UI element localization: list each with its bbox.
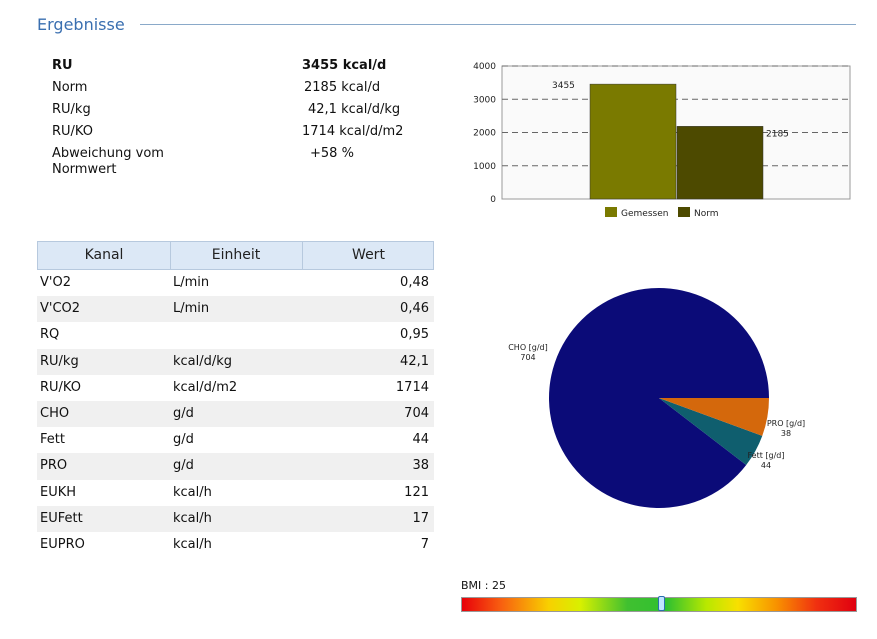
summary-value: +58 %	[310, 146, 354, 161]
cell-einheit: kcal/h	[173, 484, 212, 500]
section-divider	[140, 24, 856, 25]
cell-wert: 0,95	[400, 327, 429, 343]
slice-label: PRO [g/d]	[767, 419, 805, 428]
summary-value: 2185 kcal/d	[304, 80, 381, 95]
cell-wert: 0,46	[400, 301, 429, 317]
cell-einheit: g/d	[173, 432, 194, 448]
cell-kanal: CHO	[40, 405, 70, 421]
table-header: Kanal Einheit Wert	[37, 241, 434, 270]
pie-slice	[549, 287, 769, 508]
table-row: RQ 0,95	[37, 322, 434, 348]
column-header-wert: Wert	[352, 247, 385, 263]
cell-wert: 704	[404, 405, 429, 421]
cell-kanal: V'O2	[40, 275, 71, 290]
summary-label: RU/kg	[52, 102, 91, 117]
y-tick-label: 3000	[473, 95, 496, 105]
slice-value: 38	[781, 429, 791, 438]
y-tick-label: 0	[490, 195, 496, 205]
cell-kanal: EUFett	[40, 510, 83, 526]
cell-einheit: kcal/h	[173, 510, 212, 526]
bar-gemessen	[589, 83, 677, 200]
cell-wert: 7	[420, 536, 429, 552]
cell-kanal: Fett	[40, 432, 65, 448]
results-table: Kanal Einheit Wert V'O2 L/min 0,48 V'CO2 L/m…	[37, 241, 434, 558]
summary-value: 42,1 kcal/d/kg	[308, 102, 401, 117]
legend-label: Gemessen	[621, 209, 668, 219]
table-row: PRO g/d 38	[37, 453, 434, 480]
table-row: Fett g/d 44	[37, 427, 434, 453]
bar-chart: 0 1000 2000 3000 4000 3455 2185 Gemessen Norm	[473, 62, 851, 219]
table-row: V'O2 L/min 0,48	[37, 270, 434, 296]
cell-wert: 38	[412, 458, 429, 474]
bmi-label: BMI : 25	[461, 579, 506, 592]
pie-slice	[659, 398, 763, 466]
table-row: EUKH kcal/h 121	[37, 480, 434, 506]
y-tick-label: 2000	[473, 129, 496, 139]
cell-einheit: kcal/d/kg	[173, 353, 233, 369]
cell-wert: 0,48	[400, 275, 429, 290]
cell-wert: 42,1	[400, 353, 429, 369]
slice-label: CHO [g/d]	[508, 343, 548, 352]
cell-kanal: RU/KO	[40, 379, 81, 395]
cell-wert: 44	[412, 432, 429, 448]
cell-kanal: RQ	[40, 327, 60, 343]
legend-swatch	[605, 207, 617, 217]
summary-label: Norm	[52, 80, 88, 95]
cell-einheit: L/min	[173, 275, 210, 290]
table-row: CHO g/d 704	[37, 400, 434, 428]
cell-wert: 1714	[395, 379, 429, 395]
table-row: RU/kg kcal/d/kg 42,1	[37, 348, 434, 375]
table-row: V'CO2 L/min 0,46	[37, 296, 434, 323]
slice-value: 704	[520, 353, 535, 362]
slice-label: Fett [g/d]	[748, 451, 785, 460]
cell-einheit: g/d	[173, 458, 194, 474]
cell-wert: 17	[412, 510, 429, 526]
cell-einheit: kcal/h	[173, 536, 212, 552]
table-row: EUPRO kcal/h 7	[37, 532, 434, 558]
cell-einheit: L/min	[173, 301, 210, 317]
summary-value: 3455 kcal/d	[302, 58, 387, 73]
y-tick-label: 1000	[473, 162, 496, 172]
legend-swatch	[678, 207, 690, 217]
cell-kanal: V'CO2	[40, 301, 81, 317]
cell-einheit: g/d	[173, 405, 194, 421]
bmi-marker	[657, 596, 665, 611]
bar-norm	[676, 126, 764, 200]
summary-label: Abweichung vom Normwert	[52, 146, 164, 177]
legend-label: Norm	[694, 209, 719, 219]
y-tick-label: 4000	[473, 62, 496, 72]
cell-wert: 121	[404, 484, 429, 500]
summary-label: RU/KO	[52, 124, 93, 139]
cell-kanal: EUPRO	[40, 536, 85, 552]
section-title: Ergebnisse	[37, 15, 125, 34]
column-header-kanal: Kanal	[38, 242, 171, 269]
cell-einheit: kcal/d/m2	[173, 379, 238, 395]
data-label: 2185	[766, 129, 789, 139]
cell-kanal: PRO	[40, 458, 68, 474]
slice-value: 44	[761, 461, 771, 470]
cell-kanal: RU/kg	[40, 353, 79, 369]
data-label: 3455	[552, 81, 575, 91]
pie-chart: CHO [g/d]704 PRO [g/d]38 Fett [g/d]44	[508, 287, 805, 508]
column-header-einheit: Einheit	[170, 242, 303, 269]
table-row: EUFett kcal/h 17	[37, 505, 434, 532]
summary-label: RU	[52, 58, 73, 73]
table-body: V'O2 L/min 0,48 V'CO2 L/min 0,46 RQ 0,95 RU/kg kc…	[37, 270, 434, 558]
pie-slice	[659, 398, 769, 436]
cell-kanal: EUKH	[40, 484, 77, 500]
summary-value: 1714 kcal/d/m2	[302, 124, 404, 139]
table-row: RU/KO kcal/d/m2 1714	[37, 375, 434, 401]
